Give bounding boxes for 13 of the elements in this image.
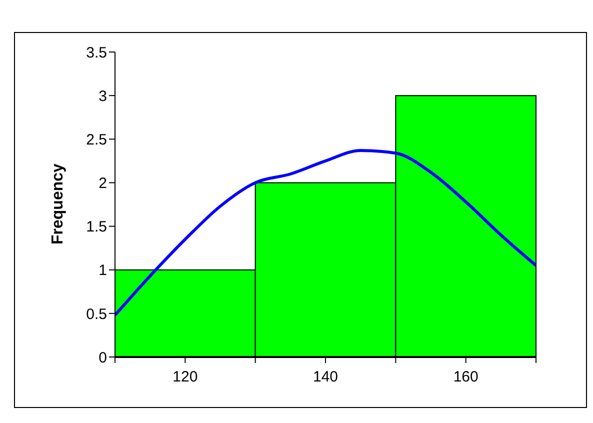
y-tick-label: 0	[98, 349, 107, 366]
y-tick-label: 2.5	[86, 131, 107, 148]
y-tick-label: 2	[98, 175, 107, 192]
line-series	[115, 148, 536, 317]
y-tick-label: 1.5	[86, 218, 107, 236]
y-tick-label: 0.5	[86, 306, 107, 323]
y-tick-label: 3.5	[86, 44, 107, 62]
y-tick-label: 1	[98, 262, 107, 280]
x-tick-label: 140	[312, 368, 338, 386]
y-tick-label: 3	[98, 88, 107, 105]
y-axis-title: Frequency	[50, 163, 67, 244]
x-tick-label: 120	[172, 368, 198, 386]
x-tick-label: 160	[453, 368, 478, 386]
